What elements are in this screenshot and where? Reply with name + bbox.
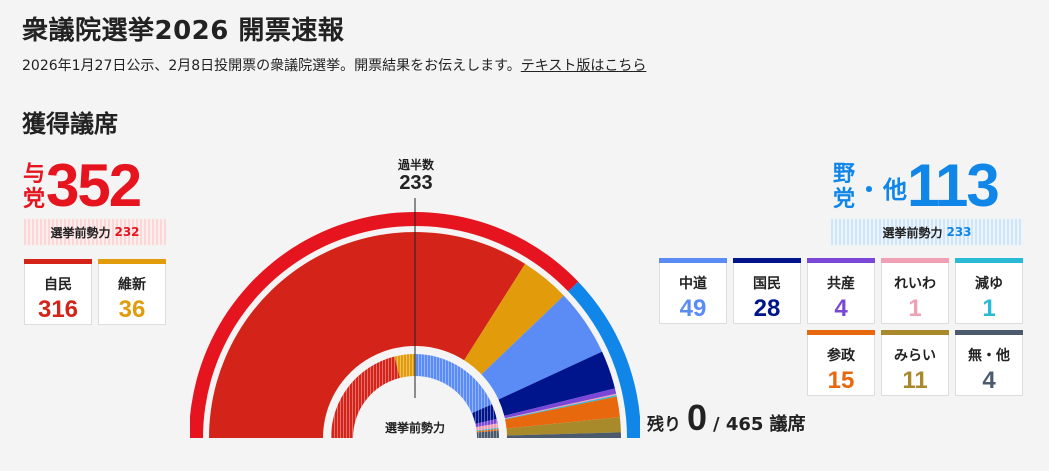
opposition-total-number: 113 (907, 152, 1000, 219)
majority-value: 233 (399, 172, 433, 194)
party-seats: 15 (827, 367, 855, 394)
opposition-prev-label: 選挙前勢力 (882, 225, 943, 240)
opposition-label-dot: ・ (857, 176, 881, 204)
ruling-label: 与 党 (22, 162, 46, 212)
ruling-total: 与 党 352 (22, 152, 142, 219)
opposition-label: 野 党 (831, 162, 857, 212)
party-seats: 28 (753, 295, 781, 322)
party-name: 無・他 (968, 348, 1010, 364)
party-name: 減ゆ (975, 276, 1003, 292)
party-name: れいわ (894, 276, 936, 292)
party-seats: 1 (908, 295, 922, 322)
party-card-kokumin[interactable]: 国民 28 (733, 258, 801, 324)
party-name: 国民 (753, 276, 781, 292)
party-card-genyu[interactable]: 減ゆ 1 (955, 258, 1023, 324)
section-title: 獲得議席 (22, 110, 118, 138)
opposition-bloc-arc (568, 281, 640, 438)
ruling-label-line1: 与 (22, 162, 45, 187)
prev-arc-0-pattern (331, 356, 400, 438)
party-card-sansei[interactable]: 参政 15 (807, 330, 875, 396)
seat-arc-4 (504, 388, 617, 419)
party-color-bar (881, 330, 949, 335)
seat-arc-8 (506, 417, 621, 436)
page-title: 衆議院選挙2026 開票速報 (22, 16, 345, 46)
opposition-prev-value: 233 (946, 225, 972, 239)
ruling-label-line2: 党 (22, 187, 45, 212)
prev-arc-9-pattern (476, 430, 499, 438)
party-color-bar (659, 258, 727, 263)
party-color-bar (98, 259, 166, 264)
party-seats: 49 (679, 295, 707, 322)
remaining-seats: 残り 0 / 465 議席 (647, 400, 805, 436)
party-color-bar (881, 258, 949, 263)
prev-arc-1-pattern (394, 354, 415, 378)
party-seats: 4 (982, 367, 996, 394)
party-name: みらい (894, 348, 936, 364)
party-color-bar (807, 330, 875, 335)
center-label: 選挙前勢力 (385, 420, 445, 435)
lead-text: 2026年1月27日公示、2月8日投開票の衆議院選挙。開票結果をお伝えします。テ… (22, 55, 646, 75)
seat-arc-3 (498, 351, 615, 416)
prev-arc-6-pattern (476, 427, 499, 432)
seat-arc-2 (481, 295, 603, 400)
party-card-reiwa[interactable]: れいわ 1 (881, 258, 949, 324)
party-name: 中道 (679, 276, 707, 292)
seat-arc-7 (505, 396, 620, 429)
opposition-label-line2: 党 (832, 187, 855, 212)
party-color-bar (955, 258, 1023, 263)
seat-arc-9 (506, 432, 621, 438)
party-card-ishin[interactable]: 維新 36 (98, 259, 166, 325)
party-card-others[interactable]: 無・他 4 (955, 330, 1023, 396)
party-seats: 36 (118, 296, 146, 323)
bloc-outer-ring (190, 212, 640, 438)
party-color-bar (807, 258, 875, 263)
prev-arc-3-pattern (471, 404, 497, 424)
remaining-unit: 議席 (769, 414, 806, 435)
party-card-chudo[interactable]: 中道 49 (659, 258, 727, 324)
seat-arc-1 (464, 263, 564, 375)
ruling-total-number: 352 (46, 152, 142, 219)
party-color-bar (955, 330, 1023, 335)
majority-label: 過半数 (397, 158, 434, 172)
remaining-value: 0 (687, 397, 708, 438)
seat-arc-5 (504, 393, 617, 419)
party-color-bar (733, 258, 801, 263)
text-version-link[interactable]: テキスト版はこちら (520, 58, 647, 74)
party-card-kyosan[interactable]: 共産 4 (807, 258, 875, 324)
ruling-bloc-arc (190, 212, 579, 438)
ruling-prev-label: 選挙前勢力 (50, 225, 111, 240)
party-name: 自民 (44, 277, 72, 293)
opposition-total: 野 党 ・ 他 113 (831, 152, 1000, 219)
prev-arc-7-pattern (476, 428, 499, 433)
opposition-label-other: 他 (883, 176, 907, 204)
party-card-mirai[interactable]: みらい 11 (881, 330, 949, 396)
seat-hemicycle-chart: 選挙前勢力 (190, 198, 640, 438)
ruling-prev-strength: 選挙前勢力 232 (24, 219, 166, 245)
party-name: 参政 (827, 348, 855, 364)
party-name: 維新 (118, 277, 146, 293)
prev-arc-5-pattern (476, 423, 499, 431)
party-seats: 1 (982, 295, 996, 322)
seat-arc-6 (504, 395, 617, 420)
party-seats: 4 (834, 295, 848, 322)
opposition-label-line1: 野 (832, 162, 855, 187)
prev-arc-4-pattern (475, 418, 498, 428)
lead-description: 2026年1月27日公示、2月8日投開票の衆議院選挙。開票結果をお伝えします。 (22, 58, 521, 74)
party-color-bar (24, 259, 92, 264)
seat-arc-0 (209, 231, 526, 438)
ruling-prev-value: 232 (114, 225, 140, 239)
remaining-total: / 465 (713, 414, 764, 435)
remaining-label: 残り (647, 415, 681, 435)
party-name: 共産 (827, 276, 855, 292)
prev-seats-ring (331, 354, 499, 438)
majority-marker: 過半数 233 (386, 156, 446, 193)
party-seats: 316 (37, 296, 79, 323)
party-card-jimin[interactable]: 自民 316 (24, 259, 92, 325)
party-seats: 11 (902, 367, 928, 394)
prev-arc-2-pattern (414, 354, 492, 414)
current-seats-ring (209, 231, 621, 438)
opposition-prev-strength: 選挙前勢力 233 (831, 219, 1023, 245)
